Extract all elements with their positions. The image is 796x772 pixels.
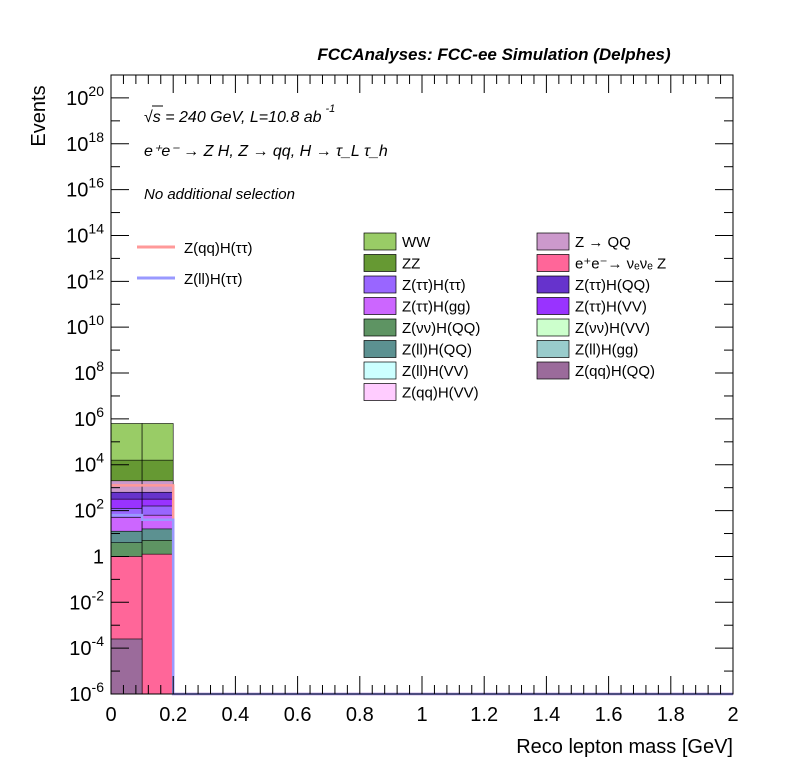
legend-label: Z(ττ)H(QQ) <box>575 277 650 294</box>
x-tick-label: 0 <box>105 704 116 726</box>
legend-swatch-zz <box>363 254 397 272</box>
figure-header: FCCAnalyses: FCC-ee Simulation (Delphes) <box>317 45 671 64</box>
y-tick-label: 1016 <box>66 175 104 202</box>
x-tick-label: 0.2 <box>159 704 187 726</box>
legend-label: WW <box>402 234 431 251</box>
legend-label: Z(ll)H(QQ) <box>402 342 472 359</box>
y-tick-label: 1012 <box>66 266 104 293</box>
signal-line-z-ll-h <box>111 513 733 696</box>
stacked-bars <box>110 423 174 695</box>
y-tick-label: 102 <box>74 496 104 523</box>
bar-e-e-z-1 <box>141 553 174 695</box>
y-tick-label: 104 <box>74 450 104 477</box>
legend-swatch-e-e-z <box>536 254 570 272</box>
y-axis-label: Events <box>28 85 50 146</box>
legend-swatch-z-h-vv <box>536 318 570 337</box>
legend-label: Z(qq)H(ττ) <box>184 240 253 257</box>
legend-swatch-z-h-qq <box>363 318 397 337</box>
y-tick-label: 106 <box>74 404 104 431</box>
legend-label: Z(qq)H(QQ) <box>575 363 655 380</box>
x-axis: 0 0.2 0.4 0.6 0.8 1 1.2 1.4 1.6 1.8 2 <box>105 75 739 726</box>
signal-lines <box>111 484 733 696</box>
legend-label: Z(ll)H(gg) <box>575 342 638 359</box>
legend-label: ZZ <box>402 256 420 273</box>
x-tick-label: 0.4 <box>221 704 249 726</box>
legend-swatch-z-h-qq <box>536 275 570 294</box>
legend-label: Z → QQ <box>575 234 631 251</box>
legend-label: Z(ττ)H(gg) <box>402 299 471 316</box>
legend-swatch-z-qq-h-vv <box>363 383 397 401</box>
x-tick-label: 0.8 <box>346 704 374 726</box>
x-tick-label: 1.8 <box>657 704 685 726</box>
legend-swatch-z-h <box>363 275 397 294</box>
legend-swatch-z-h-vv <box>536 297 570 315</box>
legend-label: Z(ll)H(ττ) <box>184 271 243 288</box>
y-tick-label: 108 <box>74 358 104 385</box>
x-tick-label: 1.2 <box>470 704 498 726</box>
legend: Z(qq)H(ττ) Z(ll)H(ττ) WW ZZ Z(ττ)H(ττ) Z(ττ)H… <box>137 232 666 402</box>
signal-line-z-qq-h <box>111 484 733 696</box>
x-tick-label: 2 <box>727 704 738 726</box>
x-tick-label: 1.6 <box>595 704 623 726</box>
legend-label: Z(qq)H(VV) <box>402 385 479 402</box>
x-tick-label: 1.4 <box>532 704 560 726</box>
y-tick-label: 1 <box>93 546 104 568</box>
y-tick-label: 10-6 <box>69 679 104 706</box>
bar-z-qq-h-qq-0 <box>110 638 143 695</box>
y-tick-label: 1014 <box>66 220 104 247</box>
y-axis: 10-6 10-4 10-2 1 102 104 106 108 1010 1012 1014 101… <box>66 74 733 706</box>
x-tick-label: 1 <box>416 704 427 726</box>
legend-swatch-z-ll-h-qq <box>363 340 397 358</box>
legend-label: Z(νν)H(VV) <box>575 320 650 337</box>
x-tick-label: 0.6 <box>284 704 312 726</box>
legend-swatch-ww <box>363 232 397 251</box>
y-tick-label: 10-2 <box>69 587 104 614</box>
y-tick-label: 1010 <box>66 312 104 339</box>
y-tick-label: 10-4 <box>69 633 104 660</box>
legend-label: e⁺e⁻→ νₑνₑ Z <box>575 256 666 273</box>
y-tick-label: 1020 <box>66 83 104 110</box>
legend-label: Z(νν)H(QQ) <box>402 320 480 337</box>
energy-annotation: √s = 240 GeV, L=10.8 ab -1 <box>144 103 335 126</box>
y-tick-label: 1018 <box>66 129 104 156</box>
legend-swatch-z-ll-h-gg <box>536 340 570 358</box>
legend-swatch-z-qq-h-qq <box>536 361 570 380</box>
legend-swatch-z-ll-h-vv <box>363 361 397 380</box>
process-annotation: e⁺e⁻ → Z H, Z → qq, H → τ_L τ_h <box>144 143 388 160</box>
legend-swatch-z-qq <box>536 232 570 251</box>
legend-swatch-z-h-gg <box>363 297 397 315</box>
selection-annotation: No additional selection <box>144 186 295 203</box>
legend-label: Z(ττ)H(ττ) <box>402 277 466 294</box>
x-axis-label: Reco lepton mass [GeV] <box>516 736 733 758</box>
legend-label: Z(ττ)H(VV) <box>575 299 647 316</box>
legend-label: Z(ll)H(VV) <box>402 363 469 380</box>
